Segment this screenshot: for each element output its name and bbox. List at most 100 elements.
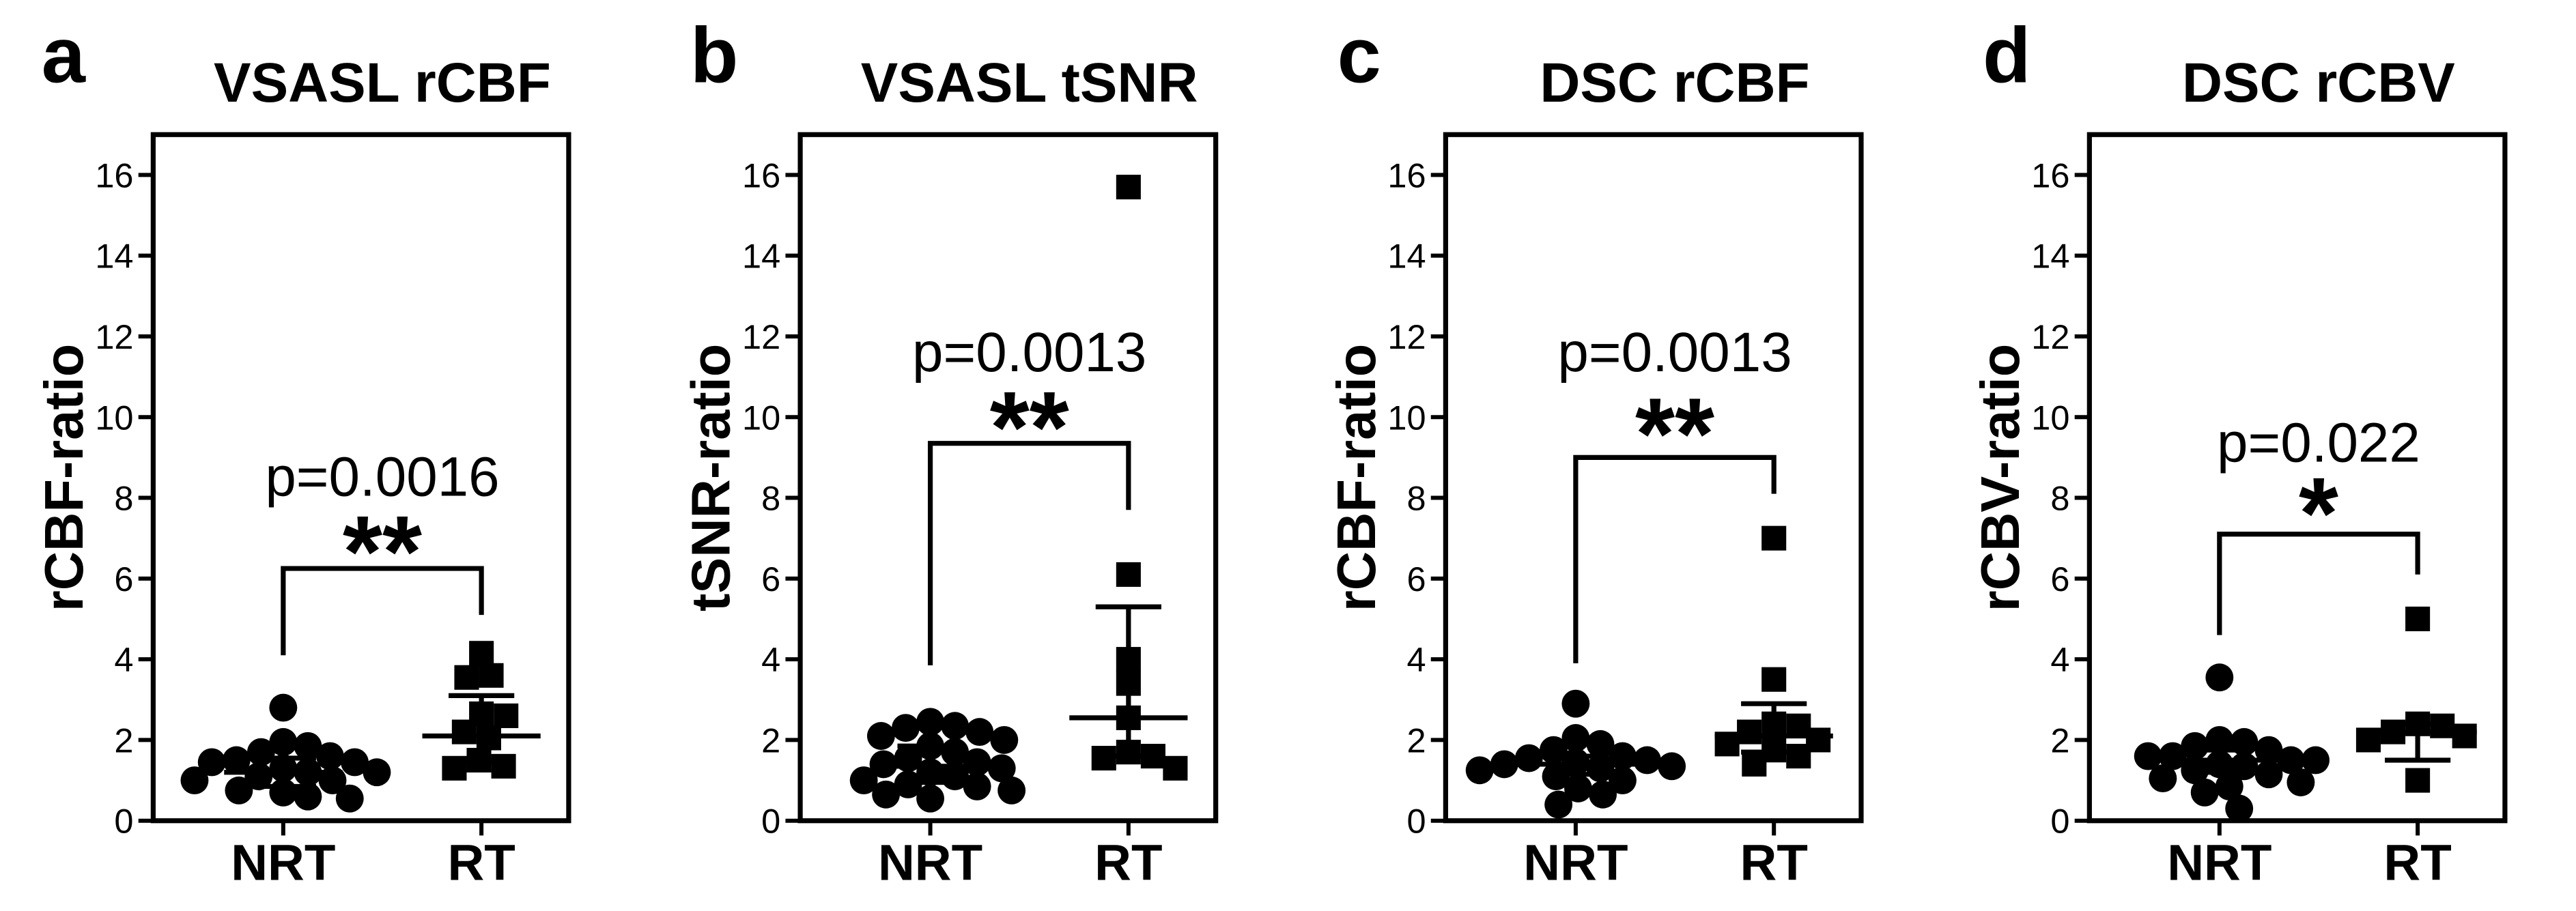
series-1 xyxy=(1069,175,1188,781)
data-point-circle xyxy=(244,762,273,791)
series-1 xyxy=(2355,606,2477,793)
data-point-circle xyxy=(916,784,945,813)
data-point-circle xyxy=(2277,746,2305,775)
panel-d: d DSC rCBV rCBV-ratio 0 2 4 6 8 10 12 14 16 NRT RT p=0… xyxy=(1970,11,2508,891)
x-tick-label: NRT xyxy=(231,834,335,891)
y-axis-label: rCBF-ratio xyxy=(1326,344,1387,611)
y-axis-label: rCBF-ratio xyxy=(33,344,94,611)
x-tick-label: RT xyxy=(1740,834,1807,891)
panel-letter: a xyxy=(42,11,86,99)
data-point-circle xyxy=(1589,780,1617,809)
y-tick-label: 12 xyxy=(95,317,133,356)
y-tick-label: 0 xyxy=(2050,802,2069,841)
y-tick-label: 2 xyxy=(2050,721,2069,760)
chart-title: DSC rCBF xyxy=(1540,52,1809,114)
data-point-square xyxy=(2405,606,2431,632)
data-point-square xyxy=(1116,562,1141,587)
data-point-square xyxy=(479,663,504,688)
data-point-circle xyxy=(2287,768,2315,796)
p-value-label: p=0.0013 xyxy=(912,321,1146,384)
data-point-square xyxy=(1163,755,1188,781)
y-tick-label: 14 xyxy=(1387,237,1426,276)
data-point-circle xyxy=(2134,742,2162,770)
y-tick-label: 8 xyxy=(114,479,133,518)
data-point-circle xyxy=(1490,750,1518,779)
data-point-circle xyxy=(225,776,253,805)
data-point-circle xyxy=(963,748,991,777)
significance-bracket xyxy=(927,441,1131,665)
panel-c: c DSC rCBF rCBF-ratio 0 2 4 6 8 10 12 14 16 NRT RT p=0… xyxy=(1326,11,1864,891)
y-tick-label: 16 xyxy=(1387,156,1426,194)
data-point-circle xyxy=(2302,746,2330,775)
p-value-label: p=0.0013 xyxy=(1557,321,1792,384)
data-point-square xyxy=(442,755,467,781)
data-point-circle xyxy=(2254,760,2283,789)
significance-marker: * xyxy=(2299,456,2338,570)
data-point-square xyxy=(1786,744,1811,769)
plot-frame xyxy=(150,132,571,824)
y-tick-label: 8 xyxy=(2050,479,2069,518)
data-point-circle xyxy=(2149,764,2177,793)
data-point-square xyxy=(469,641,494,666)
series-0 xyxy=(180,693,391,813)
panel-a: a VSASL rCBF rCBF-ratio 0 2 4 6 8 10 12 14 16 NRT RT p… xyxy=(33,11,571,891)
y-tick-label: 0 xyxy=(114,802,133,841)
data-point-circle xyxy=(2205,725,2234,754)
y-tick-label: 0 xyxy=(1406,802,1426,841)
series-1 xyxy=(422,641,541,781)
data-point-circle xyxy=(294,732,322,760)
data-point-circle xyxy=(997,776,1026,805)
y-tick-label: 10 xyxy=(2031,398,2069,437)
data-point-circle xyxy=(2158,742,2187,770)
y-tick-label: 0 xyxy=(761,802,780,841)
data-point-circle xyxy=(866,722,895,750)
x-tick-label: NRT xyxy=(1523,834,1628,891)
data-point-square xyxy=(1737,719,1762,744)
data-point-square xyxy=(451,719,477,744)
data-point-square xyxy=(2452,723,2477,749)
y-axis-label: tSNR-ratio xyxy=(681,344,741,611)
data-point-circle xyxy=(1633,746,1661,775)
data-point-circle xyxy=(963,772,991,800)
x-tick-label: RT xyxy=(1094,834,1162,891)
data-point-circle xyxy=(2205,663,2234,692)
data-point-circle xyxy=(197,748,226,777)
data-point-circle xyxy=(916,708,945,736)
panel-b: b VSASL tSNR tSNR-ratio 0 2 4 6 8 10 12 14 16 NRT RT p… xyxy=(681,11,1219,891)
x-tick-label: RT xyxy=(2383,834,2451,891)
p-value-label: p=0.0016 xyxy=(265,446,499,508)
data-point-circle xyxy=(987,754,1016,783)
data-point-circle xyxy=(1465,756,1494,785)
y-tick-label: 2 xyxy=(114,721,133,760)
panel-letter: c xyxy=(1337,11,1381,99)
y-tick-label: 4 xyxy=(114,640,133,679)
data-point-circle xyxy=(1586,729,1615,758)
data-point-circle xyxy=(2225,794,2254,823)
y-tick-label: 12 xyxy=(742,317,780,356)
data-point-circle xyxy=(269,693,298,722)
y-tick-label: 4 xyxy=(2050,640,2069,679)
data-point-circle xyxy=(892,714,920,742)
data-point-circle xyxy=(335,784,364,813)
significance-marker: ** xyxy=(343,495,422,609)
y-tick-label: 10 xyxy=(742,398,780,437)
panel-letter: d xyxy=(1983,11,2031,99)
data-point-square xyxy=(1761,525,1787,551)
data-point-circle xyxy=(269,727,298,756)
y-tick-label: 16 xyxy=(2031,156,2069,194)
data-point-circle xyxy=(222,746,251,775)
data-point-square xyxy=(1742,751,1767,777)
y-tick-label: 16 xyxy=(95,156,133,194)
data-point-circle xyxy=(180,766,209,795)
y-tick-label: 12 xyxy=(1387,317,1426,356)
data-point-circle xyxy=(341,748,369,777)
data-point-circle xyxy=(1609,766,1637,795)
series-1 xyxy=(1714,525,1833,777)
y-tick-label: 12 xyxy=(2031,317,2069,356)
y-tick-label: 8 xyxy=(1406,479,1426,518)
data-point-circle xyxy=(872,780,901,809)
data-point-circle xyxy=(1561,689,1590,718)
data-point-square xyxy=(1761,667,1787,692)
plot-frame xyxy=(1443,132,1864,824)
data-point-square xyxy=(2405,768,2431,793)
